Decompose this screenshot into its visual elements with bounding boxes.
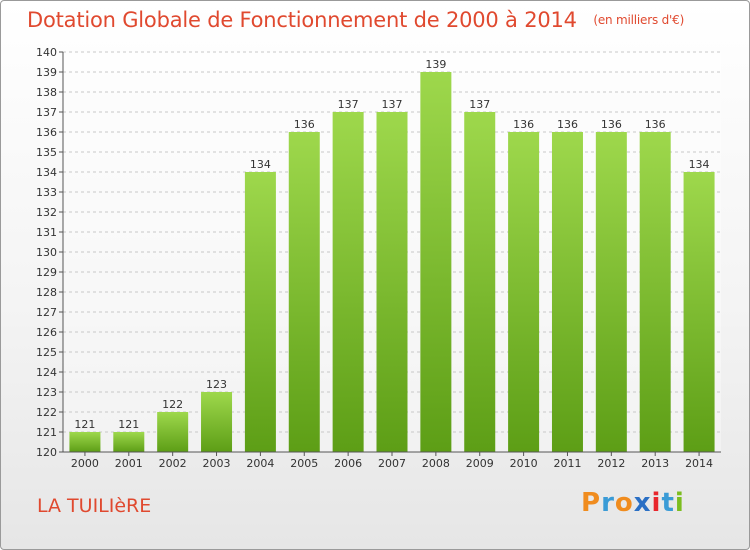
bar: [551, 132, 583, 452]
x-tick-label: 2006: [334, 457, 362, 470]
bar-value-label: 134: [689, 158, 710, 171]
x-tick-label: 2003: [203, 457, 231, 470]
x-tick-label: 2009: [466, 457, 494, 470]
bar: [113, 432, 145, 452]
y-tick-label: 120: [36, 446, 57, 459]
y-tick-label: 129: [36, 266, 57, 279]
bar: [683, 172, 715, 452]
bar-value-label: 136: [294, 118, 315, 131]
logo-letter: t: [661, 488, 675, 518]
logo-letter: x: [633, 488, 652, 518]
y-tick-label: 137: [36, 106, 57, 119]
x-tick-label: 2014: [685, 457, 713, 470]
bar-value-label: 136: [513, 118, 534, 131]
bar: [288, 132, 320, 452]
x-tick-label: 2011: [553, 457, 581, 470]
y-tick-label: 126: [36, 326, 57, 339]
x-tick-label: 2000: [71, 457, 99, 470]
y-tick-label: 128: [36, 286, 57, 299]
bar: [639, 132, 671, 452]
bar-value-label: 137: [469, 98, 490, 111]
y-tick-label: 131: [36, 226, 57, 239]
x-tick-label: 2001: [115, 457, 143, 470]
bar: [595, 132, 627, 452]
y-tick-label: 124: [36, 366, 57, 379]
commune-name: LA TUILIèRE: [37, 495, 152, 517]
bar-value-label: 139: [425, 58, 446, 71]
y-tick-label: 133: [36, 186, 57, 199]
x-tick-label: 2007: [378, 457, 406, 470]
y-tick-label: 138: [36, 86, 57, 99]
bar: [464, 112, 496, 452]
bar-value-label: 136: [645, 118, 666, 131]
bar-value-label: 123: [206, 378, 227, 391]
y-tick-label: 125: [36, 346, 57, 359]
logo-letter: o: [614, 488, 634, 518]
bar: [244, 172, 276, 452]
bar-value-label: 121: [74, 418, 95, 431]
bar: [157, 412, 189, 452]
logo-letter: r: [601, 488, 615, 518]
y-tick-label: 139: [36, 66, 57, 79]
bar-value-label: 134: [250, 158, 271, 171]
y-tick-label: 140: [36, 46, 57, 59]
logo-letter: i: [651, 488, 662, 518]
bar-value-label: 122: [162, 398, 183, 411]
y-tick-label: 127: [36, 306, 57, 319]
proxiti-logo: Proxiti: [581, 488, 685, 518]
x-tick-label: 2005: [290, 457, 318, 470]
logo-letter: P: [581, 488, 602, 518]
x-tick-label: 2002: [159, 457, 187, 470]
y-tick-label: 135: [36, 146, 57, 159]
x-tick-label: 2004: [246, 457, 274, 470]
y-tick-label: 132: [36, 206, 57, 219]
x-tick-label: 2010: [510, 457, 538, 470]
y-tick-label: 130: [36, 246, 57, 259]
x-tick-label: 2012: [597, 457, 625, 470]
bar: [201, 392, 233, 452]
chart-title: Dotation Globale de Fonctionnement de 20…: [27, 8, 684, 32]
bar-value-label: 136: [601, 118, 622, 131]
y-tick-label: 123: [36, 386, 57, 399]
y-tick-label: 122: [36, 406, 57, 419]
logo-letter: i: [674, 488, 685, 518]
bar: [420, 72, 452, 452]
y-tick-label: 136: [36, 126, 57, 139]
bar: [69, 432, 101, 452]
chart-unit: (en milliers d'€): [593, 13, 685, 27]
bar: [508, 132, 540, 452]
bar: [376, 112, 408, 452]
bar-value-label: 137: [338, 98, 359, 111]
x-tick-label: 2013: [641, 457, 669, 470]
x-tick-label: 2008: [422, 457, 450, 470]
bar: [332, 112, 364, 452]
y-tick-label: 121: [36, 426, 57, 439]
bar-value-label: 137: [382, 98, 403, 111]
y-tick-label: 134: [36, 166, 57, 179]
bar-value-label: 136: [557, 118, 578, 131]
bar-value-label: 121: [118, 418, 139, 431]
chart-title-text: Dotation Globale de Fonctionnement de 20…: [27, 8, 577, 32]
